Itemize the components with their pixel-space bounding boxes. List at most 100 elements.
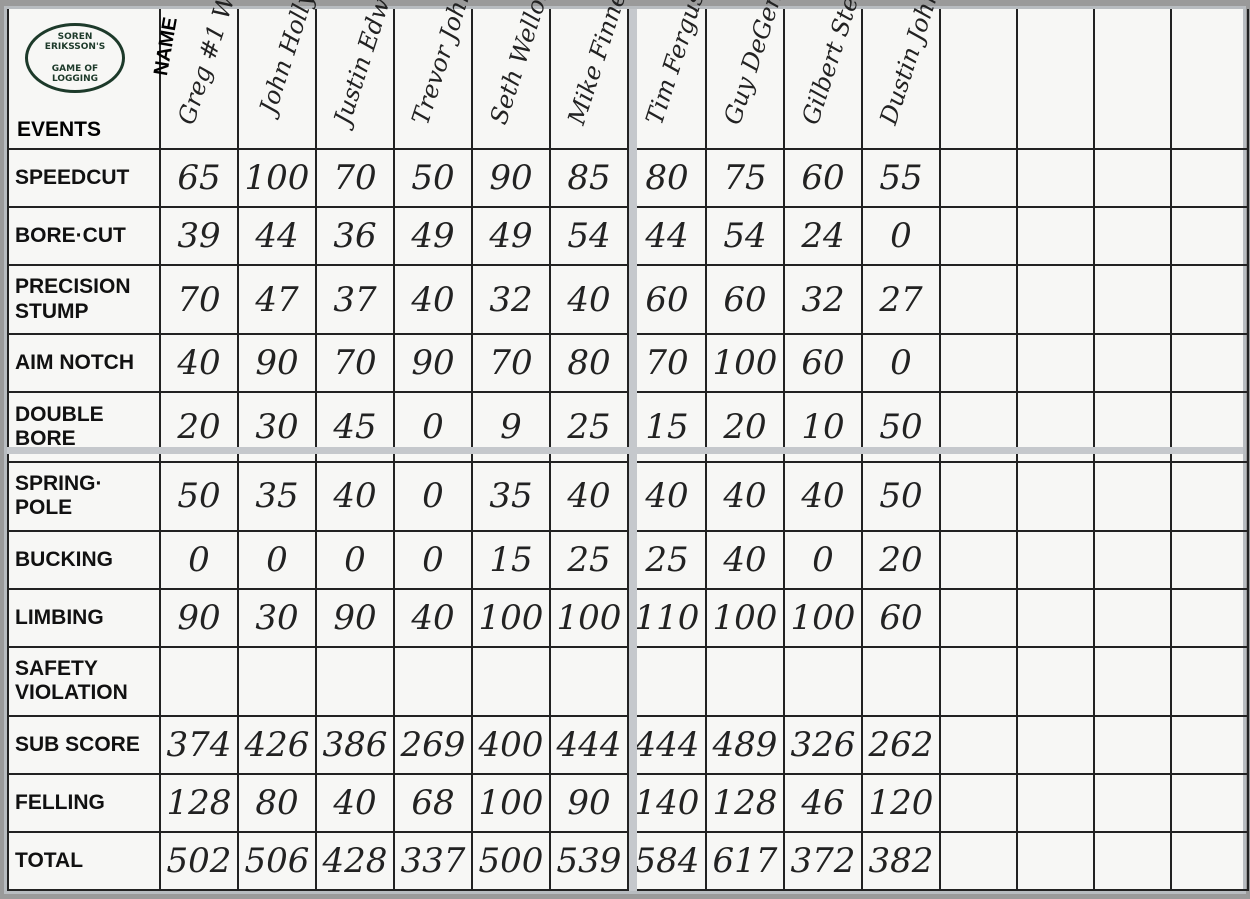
header-row: SOREN ERIKSSON'S GAME OF LOGGING NAME EVENT… [7,0,1249,150]
event-label: PRECISION STUMP [7,263,161,336]
empty-cell [1170,333,1249,394]
score-cell: 40 [393,263,473,336]
score-cell [471,645,551,718]
empty-cell [1016,148,1095,208]
event-row: FELLING 128 80 40 68 100 90 140 128 46 120 [7,773,1249,833]
score-cell: 400 [471,715,551,776]
score-cell: 374 [159,715,239,776]
score-cell: 50 [159,460,239,532]
score-cell: 100 [549,587,629,648]
logo-text: GAME OF LOGGING [51,64,99,84]
event-label: AIM NOTCH [7,333,161,394]
score-cell: 0 [159,529,239,590]
score-cell: 40 [549,263,629,336]
score-cell: 0 [315,529,395,590]
score-cell: 40 [705,460,785,532]
score-cell: 44 [237,205,317,266]
empty-cell [1016,529,1095,590]
empty-cell [939,333,1018,394]
score-cell: 40 [315,460,395,532]
score-cell: 90 [237,333,317,394]
score-cell: 50 [393,148,473,208]
score-cell: 80 [627,148,707,208]
empty-cell [1093,831,1172,891]
header-cell: SOREN ERIKSSON'S GAME OF LOGGING NAME EVENT… [7,9,182,150]
competitor-cell: Tim Ferguson [627,0,719,150]
score-cell: 40 [393,587,473,648]
empty-cell [1170,529,1249,590]
score-cell [549,645,629,718]
event-row: AIM NOTCH 40 90 70 90 70 80 70 100 60 0 [7,333,1249,394]
score-cell [159,645,239,718]
score-cell: 100 [237,148,317,208]
score-cell: 44 [627,205,707,266]
score-cell [393,645,473,718]
score-cell: 65 [159,148,239,208]
event-row: LIMBING 90 30 90 40 100 100 110 100 100 60 [7,587,1249,648]
score-cell: 32 [471,263,551,336]
score-cell: 75 [705,148,785,208]
event-label: SPEEDCUT [7,148,161,208]
empty-cell [1170,205,1249,266]
competitor-name: Gilbert Sterig [796,0,875,128]
score-cell: 55 [861,148,941,208]
empty-cell [939,263,1018,336]
event-label: BUCKING [7,529,161,590]
event-label: FELLING [7,773,161,833]
empty-cell [1016,645,1095,718]
score-cell: 25 [627,529,707,590]
score-cell: 90 [393,333,473,394]
score-cell: 100 [783,587,863,648]
score-cell: 386 [315,715,395,776]
competitor-cell: Justin Edwards [315,0,412,150]
score-cell: 60 [627,263,707,336]
event-row: SUB SCORE 374 426 386 269 400 444 444 489 326 262 [7,715,1249,776]
competitor-name: Dustin Johnson [874,0,959,128]
empty-cell [939,715,1018,776]
competitor-cell: Trevor Johnson [393,0,490,150]
empty-cell [1016,587,1095,648]
competitor-name: Mike Finnerty [562,0,643,129]
score-cell: 444 [627,715,707,776]
score-cell: 502 [159,831,239,891]
empty-cell [1093,205,1172,266]
empty-cell [1093,645,1172,718]
score-cell: 90 [159,587,239,648]
score-cell [627,645,707,718]
scoreboard: SOREN ERIKSSON'S GAME OF LOGGING NAME EVENT… [4,0,1249,894]
competitor-name: John Holly [253,0,320,118]
score-cell: 85 [549,148,629,208]
empty-cell [1016,460,1095,532]
score-cell: 110 [627,587,707,648]
score-cell: 90 [471,148,551,208]
score-cell: 60 [783,148,863,208]
competitor-cell: Mike Finnerty [549,0,642,150]
score-cell: 35 [471,460,551,532]
score-cell: 0 [237,529,317,590]
score-cell: 25 [549,529,629,590]
event-label: TOTAL [7,831,161,891]
score-cell: 27 [861,263,941,336]
score-cell: 0 [393,529,473,590]
event-label: SPRING· POLE [7,460,161,532]
score-cell: 47 [237,263,317,336]
empty-cell [1016,773,1095,833]
competitor-name: Justin Edwards [328,0,413,128]
empty-cell [1016,9,1095,150]
score-cell: 100 [705,587,785,648]
empty-cell [1093,148,1172,208]
score-cell [237,645,317,718]
event-label: SUB SCORE [7,715,161,776]
score-cell: 0 [861,333,941,394]
competitor-name: Guy DeGenaro [718,0,801,128]
empty-cell [1093,9,1172,150]
events-label: EVENTS [17,118,102,141]
competitor-cell: Greg #1 Wellott [159,0,260,150]
score-cell: 32 [783,263,863,336]
competitor-cell: Seth Wellott [471,0,557,150]
empty-cell [939,529,1018,590]
score-cell [783,645,863,718]
empty-cell [1170,460,1249,532]
empty-cell [1170,587,1249,648]
score-cell: 584 [627,831,707,891]
